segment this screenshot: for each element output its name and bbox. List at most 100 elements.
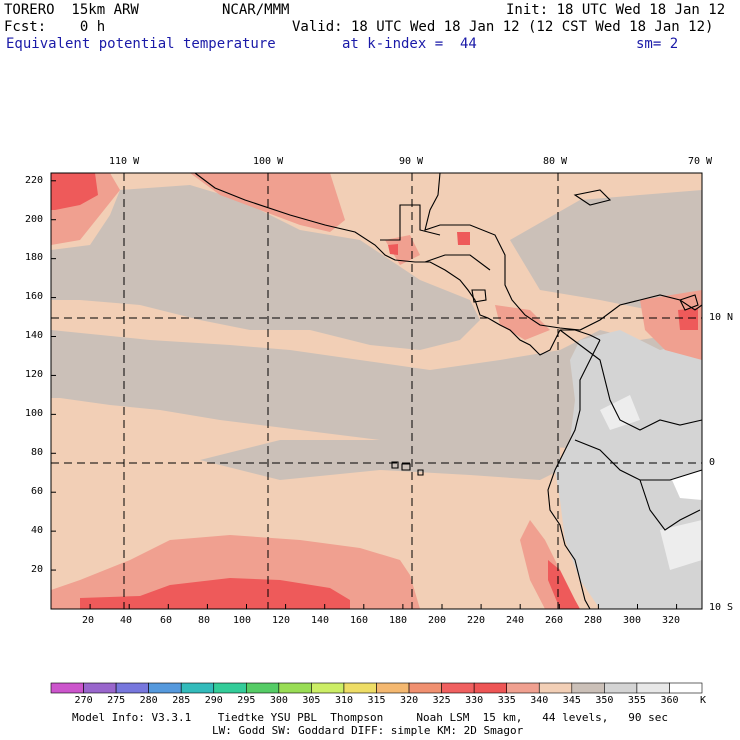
coastlines: [194, 172, 703, 610]
colorbar-swatch: [311, 682, 345, 694]
colorbar-label: 275: [107, 695, 126, 706]
shading-345-350-band: [51, 330, 702, 460]
colorbar-swatch: [343, 682, 377, 694]
shading-330-335-south: [80, 578, 350, 609]
lon-label-90w: 90 W: [399, 156, 424, 167]
colorbar-swatch: [148, 682, 182, 694]
colorbar-label: 325: [432, 695, 451, 706]
colorbar-label: 305: [302, 695, 321, 706]
init-time: Init: 18 UTC Wed 18 Jan 12: [506, 2, 726, 18]
x-tick-60: 60: [160, 615, 173, 626]
shading-345-350-north: [51, 185, 480, 350]
shading-335-340-guatemala: [385, 235, 420, 265]
colorbar-label: 315: [367, 695, 386, 706]
galapagos: [391, 461, 424, 476]
x-tick-80: 80: [198, 615, 211, 626]
colorbar-unit: K: [700, 695, 707, 706]
x-tick-200: 200: [428, 615, 447, 626]
colorbar: [50, 682, 703, 694]
y-tick-220: 220: [25, 175, 44, 186]
shading-335-340-venezuela: [640, 290, 702, 360]
y-tick-20: 20: [31, 564, 44, 575]
shading-355-360-patch-1: [660, 520, 702, 570]
valid-time: Valid: 18 UTC Wed 18 Jan 12 (12 CST Wed …: [292, 19, 714, 35]
colorbar-swatch: [506, 682, 540, 694]
physics-info-line: LW: Godd SW: Goddard DIFF: simple KM: 2D…: [212, 724, 524, 737]
shading-330-335-peru: [548, 560, 580, 609]
y-tick-160: 160: [25, 291, 44, 302]
coastline-caribbean: [424, 172, 703, 331]
colorbar-swatch: [278, 682, 312, 694]
lat-label-10s: 10 S: [709, 602, 734, 613]
border-peru-brazil: [639, 479, 701, 531]
colorbar-label: 335: [497, 695, 516, 706]
colorbar-label: 340: [530, 695, 549, 706]
shading-330-335-nw: [51, 173, 98, 210]
forecast-hour: Fcst: 0 h: [4, 19, 106, 35]
plot-frame: [50, 172, 703, 610]
model-title: TORERO 15km ARW: [4, 2, 139, 18]
shading-330-335-venezuela: [678, 308, 698, 330]
border-colombia: [559, 329, 703, 431]
field-name: Equivalent potential temperature: [6, 36, 276, 52]
colorbar-label: 330: [465, 695, 484, 706]
center-label: NCAR/MMM: [222, 2, 290, 18]
colorbar-swatch: [408, 682, 442, 694]
x-tick-260: 260: [545, 615, 564, 626]
colorbar-label: 285: [172, 695, 191, 706]
colorbar-swatch: [213, 682, 247, 694]
x-tick-220: 220: [467, 615, 486, 626]
colorbar-label: 350: [595, 695, 614, 706]
x-tick-240: 240: [506, 615, 525, 626]
x-tick-180: 180: [389, 615, 408, 626]
colorbar-label: 300: [269, 695, 288, 706]
colorbar-swatch: [571, 682, 605, 694]
colorbar-label: 360: [660, 695, 679, 706]
lon-label-80w: 80 W: [543, 156, 568, 167]
colorbar-swatch: [473, 682, 507, 694]
x-tick-280: 280: [584, 615, 603, 626]
colorbar-swatch: [83, 682, 117, 694]
x-tick-320: 320: [662, 615, 681, 626]
y-tick-100: 100: [25, 408, 44, 419]
shading-345-350-south: [200, 430, 560, 480]
border-guatemala: [380, 204, 441, 241]
colorbar-label: 310: [334, 695, 353, 706]
model-info-line: Model Info: V3.3.1 Tiedtke YSU PBL Thomp…: [72, 711, 669, 724]
lake-nicaragua: [471, 289, 487, 303]
shading-330-335-honduras: [457, 232, 470, 245]
colorbar-swatch: [376, 682, 410, 694]
x-tick-140: 140: [311, 615, 330, 626]
colorbar-swatch: [604, 682, 638, 694]
colorbar-swatch: [538, 682, 573, 694]
x-tick-120: 120: [272, 615, 291, 626]
colorbar-label: 345: [562, 695, 581, 706]
caribbean-islands: [573, 189, 699, 311]
colorbar-label: 355: [627, 695, 646, 706]
x-tick-100: 100: [233, 615, 252, 626]
colorbar-swatch: [636, 682, 670, 694]
colorbar-label: 320: [400, 695, 419, 706]
graticule: [51, 173, 702, 609]
smoothing-label: sm= 2: [636, 36, 679, 52]
lon-label-100w: 100 W: [253, 156, 284, 167]
axis-ticks: [51, 180, 678, 609]
colorbar-swatch: [115, 682, 149, 694]
y-tick-180: 180: [25, 252, 44, 263]
colorbar-label: 295: [237, 695, 256, 706]
lon-label-110w: 110 W: [109, 156, 140, 167]
colorbar-label: 270: [74, 695, 93, 706]
lat-label-10n: 10 N: [709, 312, 734, 323]
colorbar-swatch: [441, 682, 475, 694]
colorbar-swatch: [180, 682, 215, 694]
shading-330-335-guatemala: [388, 244, 398, 255]
y-tick-40: 40: [31, 525, 44, 536]
x-tick-40: 40: [120, 615, 133, 626]
coastline-mexico-central-america: [194, 172, 601, 356]
lat-label-0: 0: [709, 457, 716, 468]
colorbar-swatch: [246, 682, 280, 694]
x-tick-300: 300: [623, 615, 642, 626]
border-honduras-nicaragua: [424, 254, 491, 271]
colorbar-label: 290: [204, 695, 223, 706]
colorbar-swatch: [50, 682, 84, 694]
